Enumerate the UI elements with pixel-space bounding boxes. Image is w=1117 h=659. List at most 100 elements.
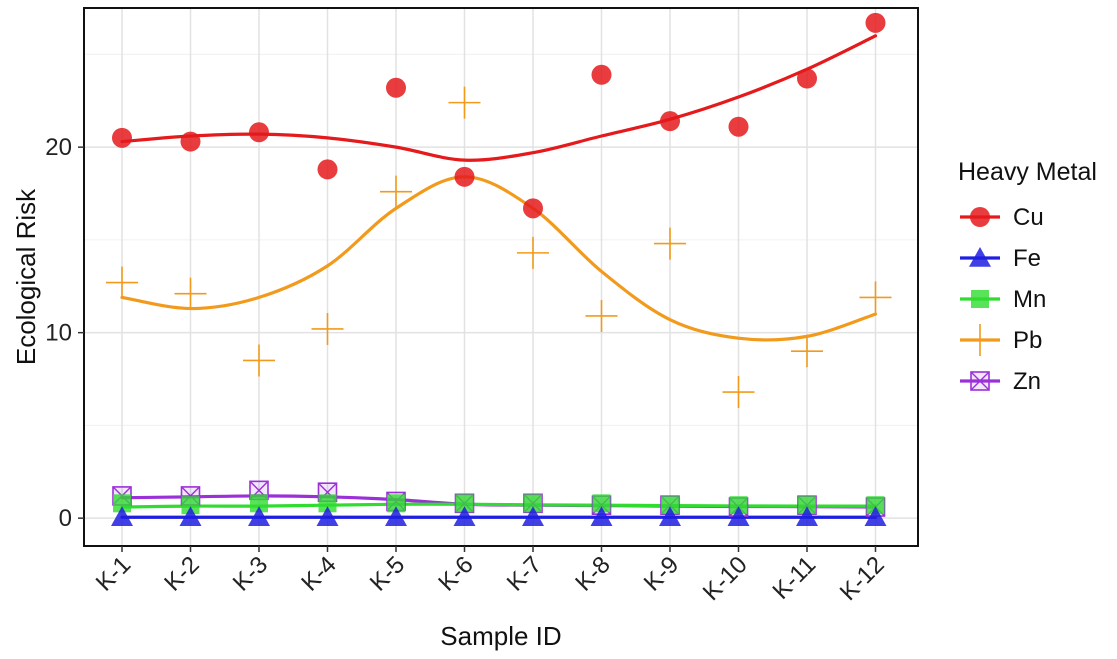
square-marker	[318, 494, 337, 513]
x-tick-label: K-8	[570, 551, 616, 597]
trend-line-pb	[120, 175, 878, 342]
circle-marker	[660, 111, 680, 132]
square-marker	[250, 494, 268, 513]
y-tick-label: 10	[45, 320, 72, 347]
square-marker	[387, 494, 405, 513]
point-cu	[317, 159, 338, 180]
point-pb	[243, 344, 275, 377]
point-fe	[522, 506, 544, 527]
triangle-marker	[179, 506, 202, 527]
point-pb	[380, 175, 412, 208]
point-mn	[524, 494, 542, 513]
circle-marker	[523, 198, 543, 219]
legend-key-marker	[970, 207, 990, 227]
triangle-marker	[590, 506, 613, 527]
point-mn	[455, 494, 474, 513]
grid	[84, 8, 918, 546]
point-cu	[865, 12, 886, 33]
x-tick-label: K-7	[502, 551, 548, 597]
x-axis: K-1 K-2 K-3 K-4 K-5 K-6 K-7 K-8 K-9 K-10 K-11 K-12	[91, 546, 890, 606]
point-pb	[654, 227, 686, 260]
point-cu	[112, 127, 132, 148]
point-pb	[722, 376, 755, 409]
square-marker	[524, 494, 542, 513]
point-pb	[311, 312, 344, 345]
x-tick-label: K-6	[433, 551, 479, 597]
circle-marker	[386, 77, 406, 98]
square-marker	[971, 290, 989, 308]
triangle-marker	[969, 247, 991, 267]
point-cu	[797, 68, 817, 89]
point-pb	[585, 299, 618, 332]
x-tick-label: K-9	[639, 551, 685, 597]
point-cu	[660, 111, 680, 132]
triangle-marker	[727, 506, 750, 527]
y-tick-label: 0	[59, 505, 72, 532]
x-tick-label: K-4	[296, 551, 342, 597]
point-fe	[248, 506, 270, 527]
point-cu	[386, 77, 406, 98]
point-mn	[113, 494, 131, 513]
legend-item-cu: Cu	[960, 204, 1044, 231]
point-fe	[659, 506, 681, 527]
triangle-marker	[316, 506, 339, 527]
point-pb	[448, 86, 481, 119]
x-axis-title: Sample ID	[440, 621, 561, 651]
square-marker	[592, 494, 611, 513]
circle-marker	[249, 122, 269, 143]
point-pb	[859, 281, 892, 314]
data-points	[106, 12, 892, 527]
point-pb	[791, 335, 823, 368]
circle-marker	[797, 68, 817, 89]
point-pb	[517, 236, 549, 269]
legend-label: Mn	[1013, 286, 1046, 313]
circle-marker	[180, 131, 201, 152]
point-cu	[249, 122, 269, 143]
point-cu	[728, 116, 749, 137]
point-fe	[179, 506, 202, 527]
x-tick-label: K-10	[698, 551, 753, 606]
point-cu	[591, 64, 612, 85]
legend-item-fe: Fe	[960, 245, 1041, 272]
point-mn	[181, 496, 200, 515]
x-tick-label: K-12	[835, 551, 890, 606]
y-axis: 0 10 20	[45, 134, 84, 532]
x-tick-label: K-3	[228, 551, 274, 597]
x-tick-label: K-11	[768, 551, 822, 605]
circle-marker	[728, 116, 749, 137]
point-mn	[661, 496, 679, 515]
plot-panel	[84, 8, 918, 546]
legend-item-zn: Zn	[960, 368, 1041, 395]
legend-key-marker	[970, 371, 990, 391]
square-marker	[866, 496, 885, 515]
legend-title: Heavy Metal	[958, 158, 1097, 186]
circle-marker	[112, 127, 132, 148]
square-marker	[455, 494, 474, 513]
circle-marker	[970, 207, 990, 227]
legend-label: Cu	[1013, 204, 1044, 231]
y-tick-label: 20	[45, 134, 72, 161]
triangle-marker	[659, 506, 681, 527]
square-marker	[661, 496, 679, 515]
point-mn	[866, 496, 885, 515]
square-x-diag	[970, 371, 990, 391]
triangle-marker	[453, 506, 476, 527]
triangle-marker	[248, 506, 270, 527]
triangle-marker	[796, 506, 818, 527]
x-tick-label: K-5	[365, 551, 411, 597]
triangle-marker	[385, 506, 407, 527]
point-mn	[798, 496, 816, 515]
legend-item-mn: Mn	[960, 286, 1046, 313]
square-marker	[729, 496, 748, 515]
point-fe	[864, 506, 887, 527]
point-fe	[727, 506, 750, 527]
point-fe	[316, 506, 339, 527]
point-fe	[453, 506, 476, 527]
circle-marker	[454, 166, 475, 187]
x-tick-label: K-2	[159, 551, 205, 597]
y-axis-title: Ecological Risk	[11, 188, 41, 365]
circle-marker	[865, 12, 886, 33]
circle-marker	[591, 64, 612, 85]
square-marker	[181, 496, 200, 515]
point-cu	[454, 166, 475, 187]
